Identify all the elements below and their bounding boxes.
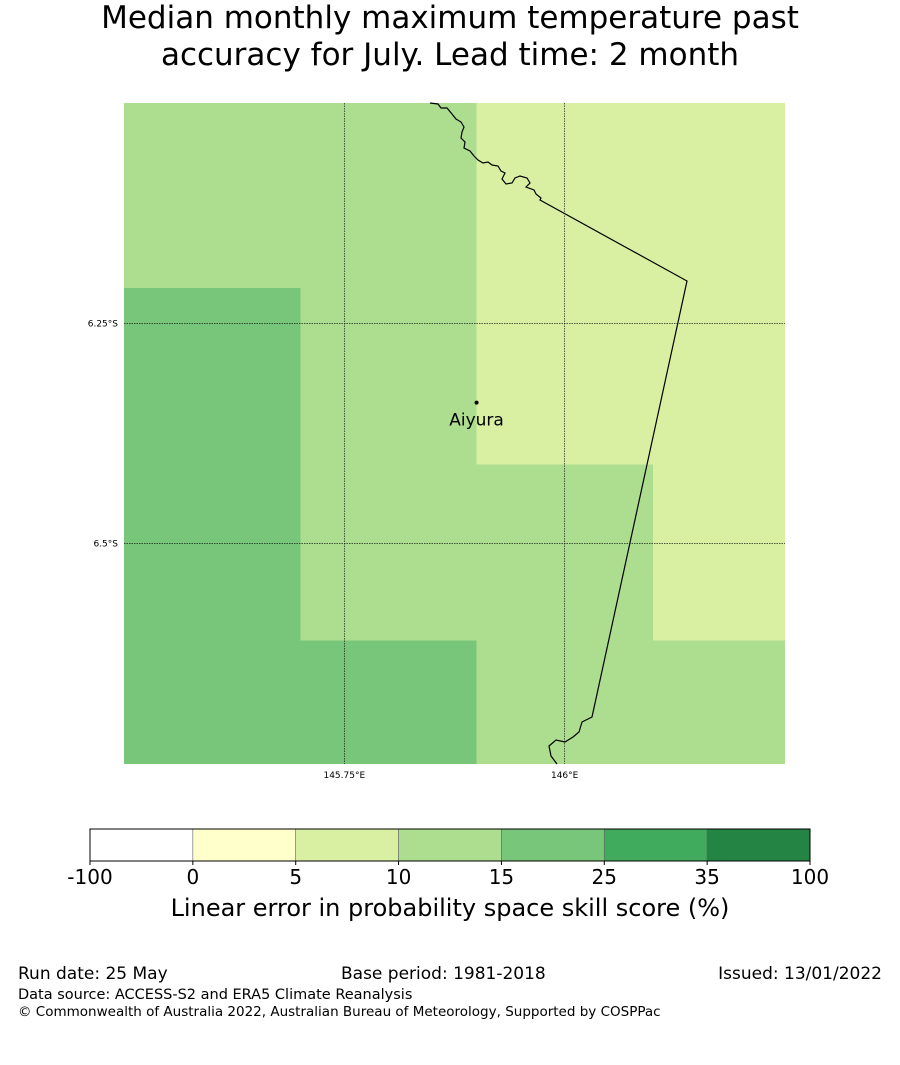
- lat-label-1: 6.5°S: [93, 540, 118, 550]
- copyright: © Commonwealth of Australia 2022, Austra…: [18, 1004, 661, 1020]
- colorbar-label: Linear error in probability space skill …: [170, 894, 730, 922]
- colorbar-swatch-4: [501, 828, 605, 862]
- skill-score-cells: [124, 103, 785, 764]
- data-source: Data source: ACCESS-S2 and ERA5 Climate …: [18, 987, 413, 1003]
- skill-cell-5: [652, 464, 785, 641]
- skill-cell-2: [124, 288, 301, 641]
- colorbar: -100 0 5 10 15 25 35 100: [67, 828, 829, 889]
- coastline: [429, 102, 688, 765]
- colorbar-swatch-0: [89, 828, 194, 862]
- colorbar-frame: [89, 828, 811, 862]
- run-date: Run date: 25 May: [18, 964, 168, 984]
- colorbar-tick-label-2: 5: [289, 865, 302, 889]
- map-title: Median monthly maximum temperature past …: [0, 0, 900, 74]
- colorbar-tick-label-6: 35: [694, 865, 719, 889]
- colorbar-swatch-6: [706, 828, 811, 862]
- skill-cell-1: [476, 103, 785, 465]
- map-title-line-2: accuracy for July. Lead time: 2 month: [160, 37, 740, 73]
- lat-label-0: 6.25°S: [88, 319, 119, 329]
- place-markers: Aiyura: [449, 400, 504, 431]
- lon-label-0: 145.75°E: [323, 771, 365, 781]
- map-figure: 6.25°S 6.5°S 145.75°E 146°E Aiyura -100 0 5 10…: [67, 102, 829, 889]
- colorbar-tick-label-4: 15: [489, 865, 514, 889]
- place-label-0: Aiyura: [449, 411, 504, 431]
- skill-cell-6: [124, 640, 477, 764]
- colorbar-tick-label-7: 100: [791, 865, 829, 889]
- colorbar-tick-label-3: 10: [386, 865, 411, 889]
- colorbar-swatch-1: [192, 828, 297, 862]
- lon-label-1: 146°E: [551, 771, 579, 781]
- colorbar-swatch-3: [398, 828, 502, 862]
- colorbar-tick-label-5: 25: [592, 865, 617, 889]
- base-period: Base period: 1981-2018: [341, 964, 546, 984]
- place-dot-0: [474, 400, 479, 405]
- colorbar-tick-label-1: 0: [186, 865, 199, 889]
- colorbar-swatch-5: [603, 828, 708, 862]
- skill-cell-7: [476, 640, 785, 764]
- colorbar-swatch-2: [295, 828, 399, 862]
- map-title-line-1: Median monthly maximum temperature past: [101, 0, 799, 36]
- issued-date: Issued: 13/01/2022: [718, 964, 882, 984]
- skill-cell-0: [124, 103, 477, 289]
- colorbar-tick-label-0: -100: [67, 865, 112, 889]
- skill-cell-3: [300, 288, 477, 641]
